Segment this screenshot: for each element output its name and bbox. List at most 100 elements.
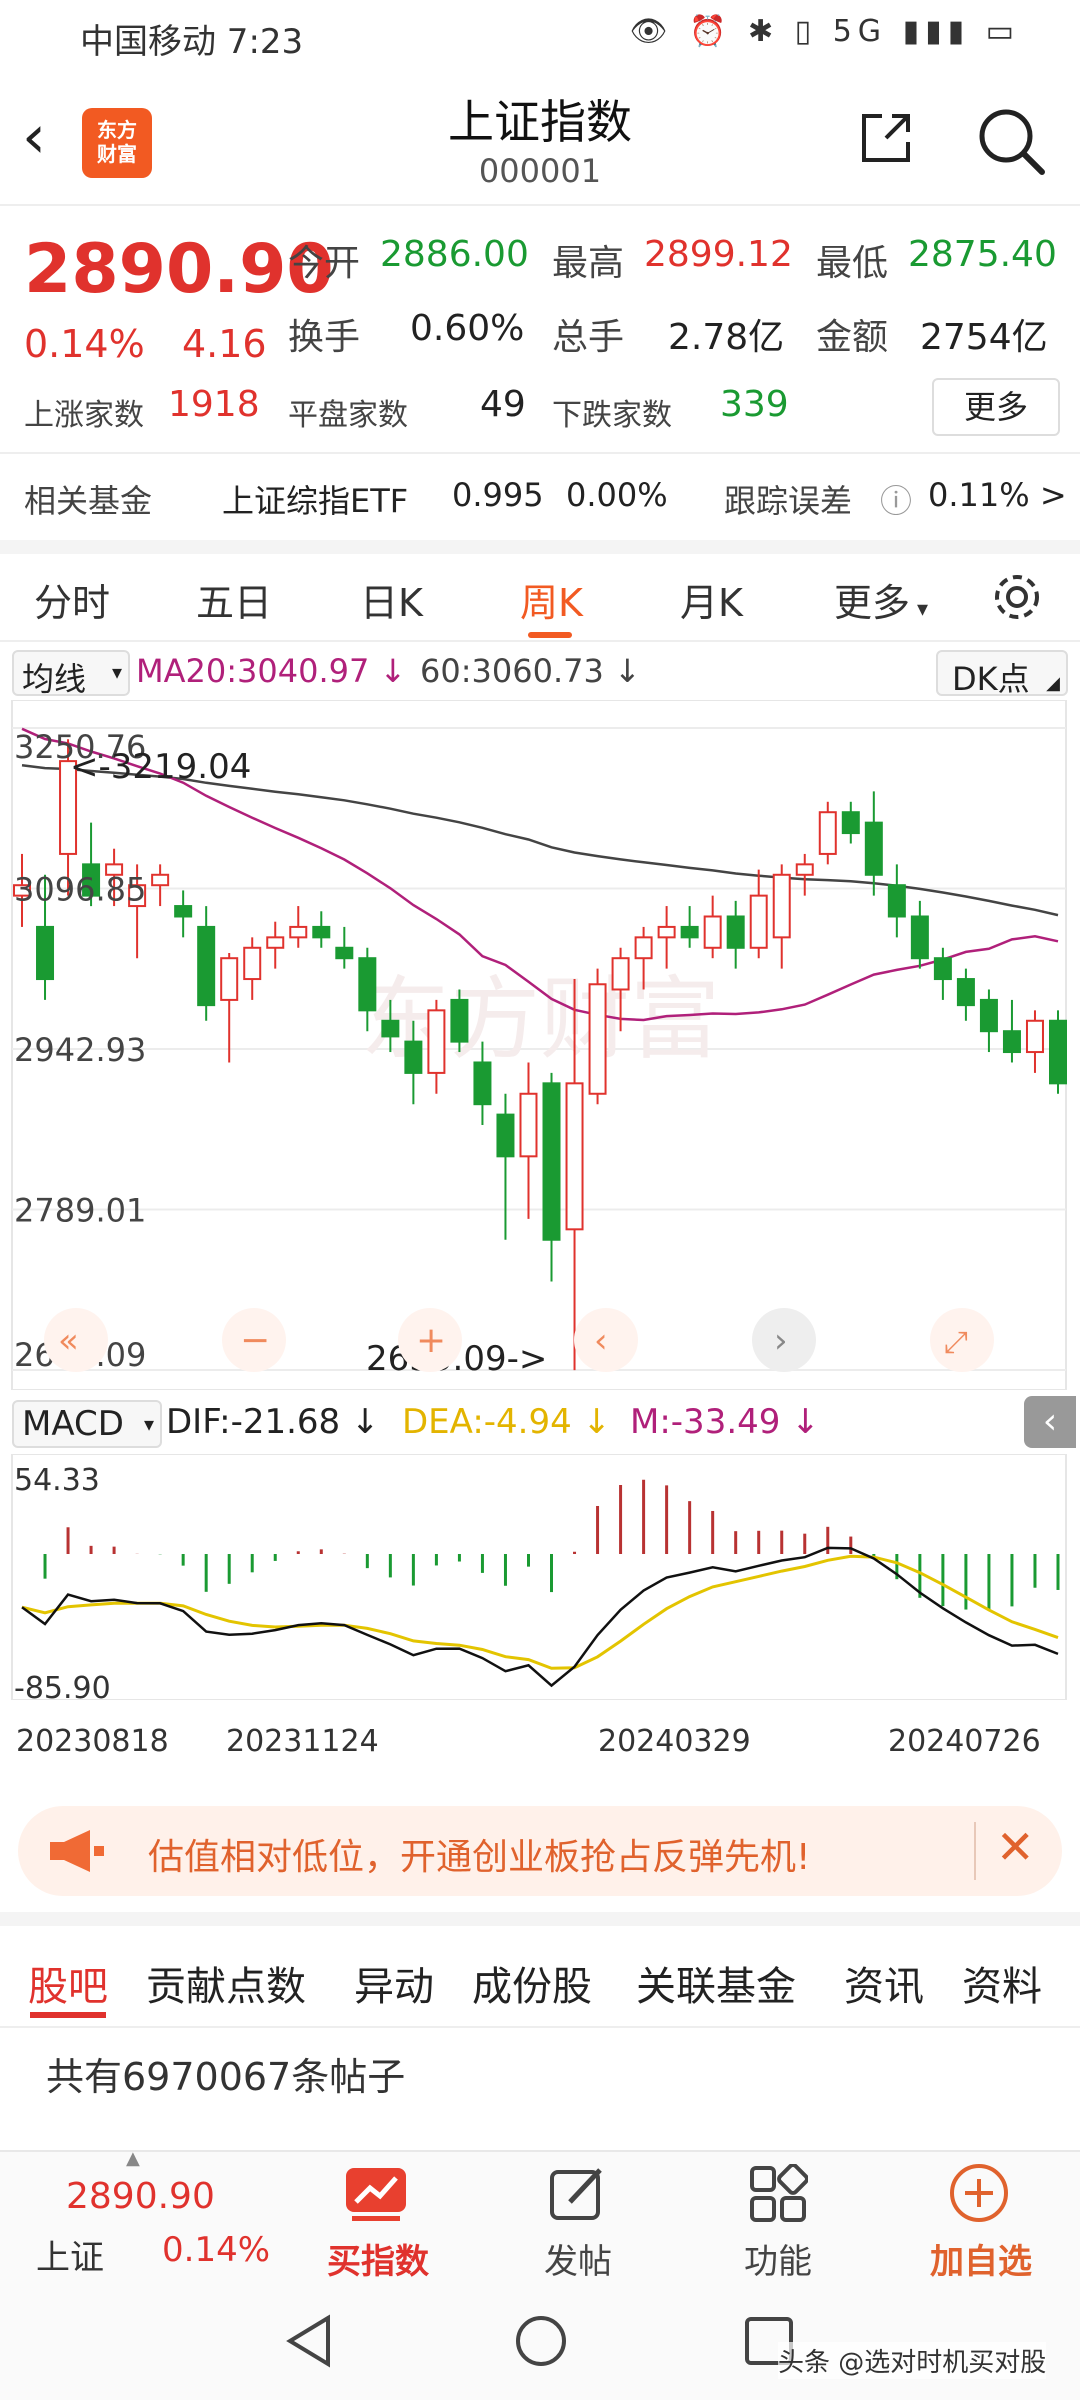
change-value: 4.16 <box>182 322 267 366</box>
tab-constituents[interactable]: 成份股 <box>472 1964 592 2010</box>
y-tick-label: 3250.76 <box>14 728 146 766</box>
banner-text: 估值相对低位，开通创业板抢占反弹先机! <box>148 1837 811 1878</box>
candle <box>496 1113 515 1158</box>
candle <box>266 936 285 949</box>
tab-monthly-k[interactable]: 月K <box>680 581 743 625</box>
content-tabs: 股吧 贡献点数 异动 成份股 关联基金 资讯 资料 <box>0 1912 1080 2028</box>
zoom-out-button[interactable] <box>222 1308 286 1372</box>
share-icon[interactable] <box>856 108 916 168</box>
tab-daily-k[interactable]: 日K <box>360 581 423 625</box>
candle <box>82 863 101 897</box>
more-button[interactable]: 更多 <box>932 378 1060 436</box>
post-count: 共有6970067条帖子 <box>46 2055 406 2099</box>
functions-button[interactable]: 功能 <box>744 2242 812 2282</box>
candle <box>542 1082 561 1241</box>
candle <box>887 884 906 918</box>
candle <box>151 873 170 887</box>
dk-point-button[interactable]: DK点 ◢ <box>936 650 1068 698</box>
megaphone-icon <box>50 1830 104 1872</box>
candle <box>611 957 630 991</box>
y-tick-label: 2789.01 <box>14 1191 146 1229</box>
tab-guba[interactable]: 股吧 <box>28 1964 108 2010</box>
toolbar-pct: 0.14% <box>162 2230 271 2270</box>
status-bar: 中国移动 7:23 👁 ⏰ ✱ ▯ 5G ▮▮▮ ▭ <box>0 0 1080 72</box>
tab-five-day[interactable]: 五日 <box>196 581 273 625</box>
plus-icon: + <box>416 1320 446 1361</box>
search-icon[interactable] <box>976 106 1046 176</box>
add-watchlist-button[interactable]: 加自选 <box>930 2242 1032 2282</box>
up-count-label: 上涨家数 <box>24 398 144 433</box>
x-tick-label: 20230818 <box>16 1724 169 1759</box>
tab-contribution[interactable]: 贡献点数 <box>146 1964 306 2010</box>
carrier-time: 中国移动 7:23 <box>80 22 304 62</box>
tab-more[interactable]: 更多 ▾ <box>834 581 929 625</box>
candle <box>795 863 814 876</box>
candle <box>450 998 469 1043</box>
candle <box>565 1082 584 1231</box>
zoom-in-button[interactable] <box>398 1308 462 1372</box>
current-price: 2890.90 <box>24 230 334 309</box>
scroll-left-button[interactable] <box>574 1308 638 1372</box>
grid-functions-icon <box>750 2164 808 2222</box>
settings-gear-icon[interactable] <box>990 570 1044 624</box>
macd-ymin: -85.90 <box>14 1671 111 1700</box>
change-percent: 0.14% <box>24 322 145 366</box>
buy-index-button[interactable]: 买指数 <box>327 2242 429 2282</box>
scroll-right-button[interactable] <box>752 1308 816 1372</box>
toolbar-price[interactable]: 2890.90 <box>66 2176 215 2217</box>
candle <box>335 946 354 960</box>
ma60-value: 60:3060.73 ↓ <box>420 652 641 690</box>
related-fund-row[interactable]: 相关基金 上证综指ETF 0.995 0.00% 跟踪误差 ⓘ 0.11% > <box>0 452 1080 554</box>
candle <box>312 925 331 939</box>
close-icon[interactable]: ✕ <box>996 1820 1035 1874</box>
candle <box>841 811 860 835</box>
volume-label: 总手 <box>552 317 625 358</box>
fullscreen-button[interactable] <box>930 1308 994 1372</box>
tab-news[interactable]: 资讯 <box>844 1964 924 2010</box>
candle <box>1025 1019 1044 1054</box>
x-tick-label: 20231124 <box>226 1724 379 1759</box>
tab-related-funds[interactable]: 关联基金 <box>636 1964 796 2010</box>
candle <box>703 915 722 949</box>
collapse-panel-button[interactable]: ‹ <box>1024 1396 1076 1448</box>
status-icons: 👁 ⏰ ✱ ▯ 5G ▮▮▮ ▭ <box>629 14 1020 49</box>
amount-value: 2754亿 <box>920 317 1048 358</box>
tab-weekly-k[interactable]: 周K <box>520 581 583 625</box>
post-button[interactable]: 发帖 <box>544 2242 612 2282</box>
scroll-left-fast-button[interactable] <box>44 1308 108 1372</box>
candle <box>381 1019 400 1038</box>
double-chevron-left-icon: « <box>58 1321 79 1361</box>
candle <box>726 915 745 949</box>
nav-home-icon[interactable] <box>514 2314 568 2368</box>
tracking-error[interactable]: 0.11% > <box>928 476 1067 514</box>
flat-count: 49 <box>480 384 526 425</box>
banner-divider <box>974 1822 976 1880</box>
macd-ymax: 54.33 <box>14 1463 100 1498</box>
max-annotation: <-3219.04 <box>70 747 251 787</box>
macd-select[interactable]: MACD ▾ <box>12 1400 162 1448</box>
watermark-text: 头条 @选对时机买对股 <box>778 2342 1047 2379</box>
help-icon[interactable]: ⓘ <box>880 482 913 520</box>
dea-line <box>21 1554 1059 1670</box>
ma-legend: 均线 ▾ MA20:3040.97 ↓ 60:3060.73 ↓ DK点 ◢ <box>0 648 1080 698</box>
candle <box>404 1040 423 1074</box>
tab-profile[interactable]: 资料 <box>962 1964 1042 2010</box>
macd-chart[interactable]: 54.33 -85.90 <box>0 1454 1080 1700</box>
macd-dif: DIF:-21.68 ↓ <box>166 1402 380 1442</box>
candle <box>588 983 607 1095</box>
indicator-select[interactable]: 均线 ▾ <box>12 650 130 698</box>
candle <box>749 894 768 949</box>
candle <box>174 905 193 918</box>
candle <box>519 1092 538 1158</box>
x-tick-label: 20240726 <box>888 1724 1041 1759</box>
promo-banner[interactable]: 估值相对低位，开通创业板抢占反弹先机! ✕ <box>18 1806 1062 1896</box>
nav-recents-icon[interactable] <box>744 2316 794 2366</box>
tab-intraday[interactable]: 分时 <box>34 581 111 625</box>
tab-movement[interactable]: 异动 <box>354 1964 434 2010</box>
open-label: 今开 <box>288 243 361 284</box>
candle <box>1049 1019 1067 1085</box>
kline-chart[interactable]: 东方财富 3250.763096.852942.932789.012635.09… <box>0 700 1080 1390</box>
nav-back-icon[interactable] <box>284 2314 334 2368</box>
chart-period-tabs: 分时 五日 日K 周K 月K 更多 ▾ <box>0 552 1080 642</box>
back-button[interactable]: ‹ <box>22 102 46 172</box>
